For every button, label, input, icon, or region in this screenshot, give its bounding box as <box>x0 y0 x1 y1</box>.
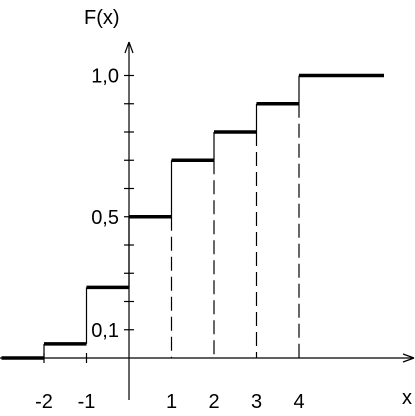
y-tick-label: 0,5 <box>91 207 119 229</box>
drop-lines <box>170 103 300 358</box>
y-tick-label: 0,1 <box>91 320 119 342</box>
x-tick-label: 3 <box>251 391 262 413</box>
axes <box>0 41 415 400</box>
x-tick-label: -1 <box>78 391 96 413</box>
x-axis-label: x <box>402 387 412 409</box>
y-tick-label: 1,0 <box>91 66 119 88</box>
y-axis-label: F(x) <box>84 7 120 29</box>
y-axis-arrow <box>124 41 134 54</box>
x-axis-arrow <box>402 353 415 363</box>
ticks <box>43 74 134 363</box>
labels: F(x) x 0,1 0,5 1,0 -2 -1 1 2 3 4 <box>35 7 412 413</box>
x-tick-label: 4 <box>293 391 304 413</box>
x-tick-label: 2 <box>208 391 219 413</box>
x-tick-label: -2 <box>35 391 53 413</box>
x-tick-label: 1 <box>166 391 177 413</box>
step-segments <box>1 73 384 360</box>
step-risers <box>43 75 300 358</box>
